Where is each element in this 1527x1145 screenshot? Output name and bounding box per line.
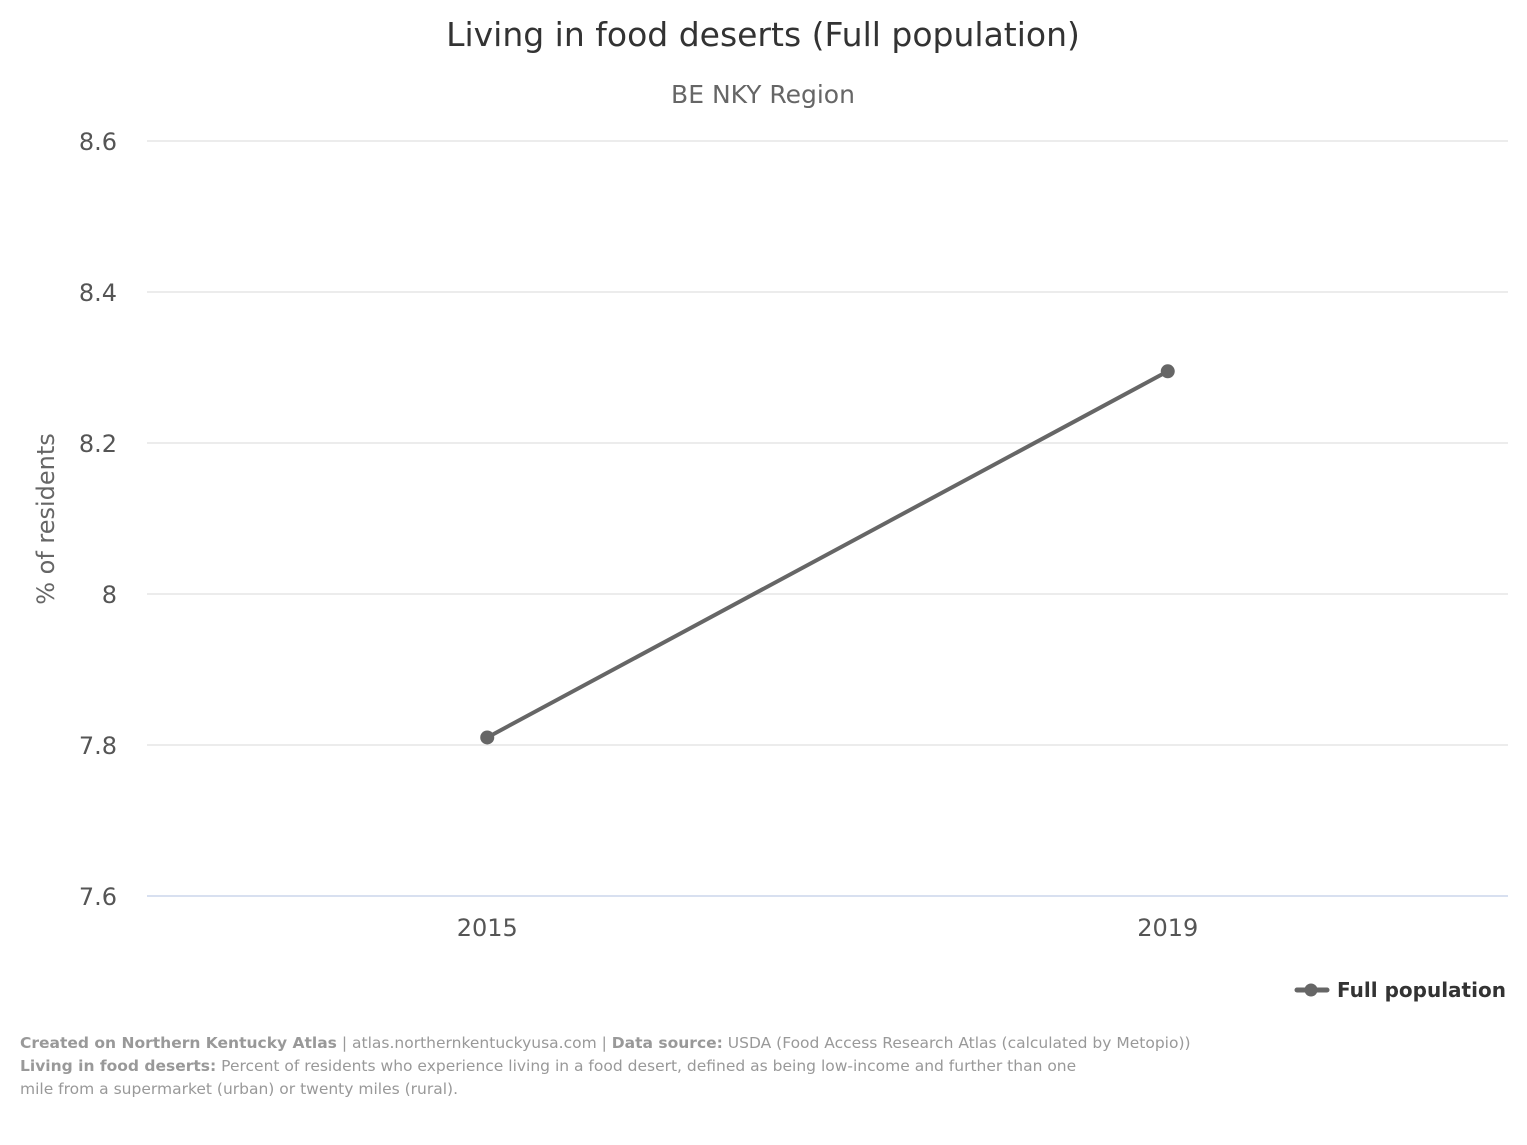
y-tick-label: 8.2 — [79, 430, 117, 458]
x-tick-label: 2015 — [457, 914, 518, 942]
credits-line-2: Living in food deserts: Percent of resid… — [20, 1055, 1080, 1101]
series-group — [480, 364, 1175, 745]
series-line — [485, 369, 1170, 740]
gridlines — [147, 140, 1508, 897]
legend-marker — [1304, 983, 1318, 997]
x-axis-ticks: 2015 2019 — [457, 914, 1199, 942]
y-tick-label: 7.6 — [79, 883, 117, 911]
y-axis-ticks: 7.6 7.8 8 8.2 8.4 8.6 — [79, 128, 117, 911]
y-tick-label: 8 — [102, 581, 117, 609]
x-tick-label: 2019 — [1137, 914, 1198, 942]
credits-separator: | — [601, 1034, 607, 1052]
definition-label: Living in food deserts: — [20, 1057, 217, 1075]
definition-text: Percent of residents who experience livi… — [20, 1057, 1077, 1098]
y-axis-title: % of residents — [32, 433, 60, 605]
data-point — [480, 730, 495, 745]
y-tick-label: 8.6 — [79, 128, 117, 156]
credits-separator: | — [341, 1034, 348, 1052]
data-source-text: USDA (Food Access Research Atlas (calcul… — [727, 1034, 1191, 1052]
chart-title: Living in food deserts (Full population) — [446, 15, 1080, 54]
credits-line-1: Created on Northern Kentucky Atlas | atl… — [20, 1032, 1320, 1055]
created-on-label: Created on Northern Kentucky Atlas — [20, 1034, 337, 1052]
legend-label-full-population[interactable]: Full population — [1337, 978, 1506, 1002]
y-tick-label: 7.8 — [79, 732, 117, 760]
legend[interactable]: Full population — [1294, 978, 1506, 1002]
chart-credits: Created on Northern Kentucky Atlas | atl… — [20, 1032, 1320, 1101]
chart-subtitle: BE NKY Region — [671, 80, 855, 109]
site-link[interactable]: atlas.northernkentuckyusa.com — [352, 1034, 597, 1052]
data-point — [1160, 364, 1175, 379]
data-source-label: Data source: — [611, 1034, 723, 1052]
y-tick-label: 8.4 — [79, 279, 117, 307]
